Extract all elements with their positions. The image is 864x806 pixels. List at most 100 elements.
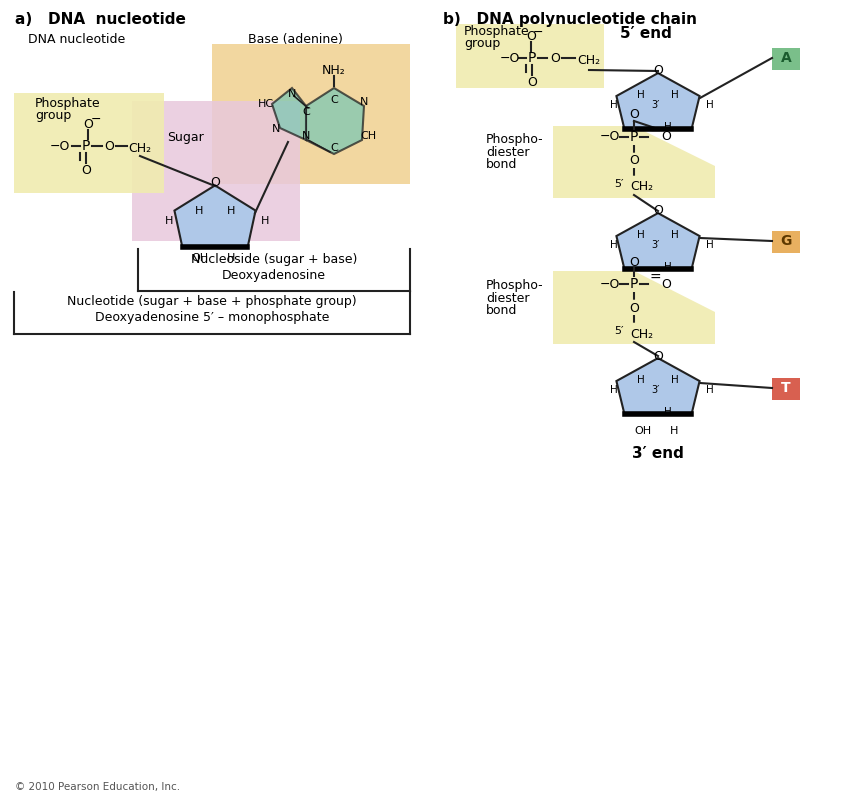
Text: CH₂: CH₂: [577, 55, 600, 68]
Text: 3′: 3′: [651, 240, 659, 250]
Text: bond: bond: [486, 304, 518, 317]
Text: diester: diester: [486, 292, 530, 305]
Text: Phospho-: Phospho-: [486, 280, 543, 293]
Text: C: C: [330, 143, 338, 153]
Text: CH: CH: [360, 131, 376, 141]
Text: P: P: [82, 139, 90, 153]
Text: T: T: [781, 381, 791, 395]
Text: O: O: [653, 64, 663, 77]
Text: −O: −O: [50, 139, 70, 152]
Text: H: H: [637, 90, 645, 100]
Text: O: O: [210, 176, 220, 189]
Text: 5′: 5′: [614, 326, 624, 336]
Text: CH₂: CH₂: [631, 181, 653, 193]
Text: b)   DNA polynucleotide chain: b) DNA polynucleotide chain: [443, 12, 697, 27]
Bar: [772, 378, 800, 400]
Text: O: O: [629, 109, 639, 122]
Text: Phosphate: Phosphate: [464, 24, 530, 38]
Text: H: H: [664, 122, 672, 132]
Text: H: H: [664, 262, 672, 272]
Text: H: H: [227, 253, 235, 263]
Polygon shape: [553, 271, 715, 344]
Text: H: H: [610, 100, 618, 110]
Bar: [212, 44, 410, 184]
Text: Nucleoside (sugar + base): Nucleoside (sugar + base): [191, 252, 357, 265]
Text: Sugar: Sugar: [167, 131, 203, 144]
Text: H: H: [610, 240, 618, 250]
Text: 3′: 3′: [651, 385, 659, 395]
Text: O: O: [629, 256, 639, 268]
Text: H: H: [671, 375, 679, 385]
Text: OH: OH: [192, 253, 208, 263]
Text: P: P: [630, 277, 638, 291]
Text: −: −: [533, 26, 543, 39]
Text: O: O: [83, 118, 93, 131]
Text: C: C: [302, 107, 310, 117]
Text: 3′ end: 3′ end: [632, 447, 684, 462]
Text: N: N: [302, 131, 310, 141]
Text: bond: bond: [486, 157, 518, 171]
Bar: [132, 101, 300, 241]
Text: H: H: [637, 230, 645, 240]
Text: C: C: [330, 95, 338, 105]
Text: O: O: [661, 131, 671, 143]
Text: O: O: [81, 164, 91, 177]
Text: −O: −O: [600, 277, 620, 290]
Bar: [772, 231, 800, 253]
Text: G: G: [780, 234, 791, 248]
Text: NH₂: NH₂: [322, 64, 346, 77]
Polygon shape: [616, 358, 700, 414]
Text: H: H: [706, 240, 714, 250]
Polygon shape: [616, 73, 700, 129]
Polygon shape: [272, 88, 306, 140]
Text: diester: diester: [486, 146, 530, 159]
Text: Phosphate: Phosphate: [35, 97, 100, 110]
Text: O: O: [629, 301, 639, 314]
Polygon shape: [175, 185, 256, 247]
Text: N: N: [288, 89, 296, 99]
Text: O: O: [527, 76, 537, 89]
Text: 5′ end: 5′ end: [620, 26, 672, 40]
Bar: [14, 93, 164, 193]
Text: H: H: [671, 230, 679, 240]
Text: 5′: 5′: [614, 179, 624, 189]
Text: H: H: [664, 407, 672, 417]
Text: −O: −O: [499, 52, 520, 64]
Text: O: O: [653, 350, 663, 363]
Text: HC: HC: [258, 99, 274, 109]
Bar: [772, 48, 800, 70]
Text: CH₂: CH₂: [631, 327, 653, 340]
Text: −: −: [91, 113, 101, 126]
Text: H: H: [637, 375, 645, 385]
Text: H: H: [227, 206, 235, 216]
Text: H: H: [194, 206, 203, 216]
Text: H: H: [610, 385, 618, 395]
Text: O: O: [661, 277, 671, 290]
Text: Phospho-: Phospho-: [486, 134, 543, 147]
Text: H: H: [706, 385, 714, 395]
Polygon shape: [616, 213, 700, 269]
Text: Deoxyadenosine: Deoxyadenosine: [222, 268, 326, 281]
Text: O: O: [653, 205, 663, 218]
Text: O: O: [629, 155, 639, 168]
Text: group: group: [464, 38, 500, 51]
Text: 3′: 3′: [651, 100, 659, 110]
Text: N: N: [359, 97, 368, 107]
Text: H: H: [670, 426, 678, 436]
Text: O: O: [550, 52, 560, 64]
Text: =: =: [649, 124, 661, 138]
Text: group: group: [35, 109, 71, 122]
Text: Base (adenine): Base (adenine): [248, 33, 343, 46]
Text: −O: −O: [600, 131, 620, 143]
Text: Nucleotide (sugar + base + phosphate group): Nucleotide (sugar + base + phosphate gro…: [67, 296, 357, 309]
Text: H: H: [165, 216, 173, 226]
Text: Deoxyadenosine 5′ – monophosphate: Deoxyadenosine 5′ – monophosphate: [95, 311, 329, 325]
Text: OH: OH: [634, 426, 651, 436]
Text: H: H: [706, 100, 714, 110]
Text: =: =: [649, 271, 661, 285]
Bar: [456, 24, 604, 88]
Text: O: O: [526, 30, 536, 43]
Text: H: H: [671, 90, 679, 100]
Text: O: O: [104, 139, 114, 152]
Polygon shape: [306, 88, 364, 154]
